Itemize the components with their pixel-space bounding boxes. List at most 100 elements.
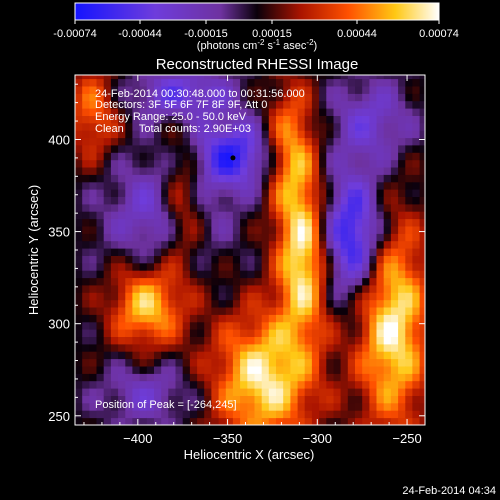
heatmap-cell — [283, 189, 291, 197]
heatmap-cell — [362, 233, 370, 242]
heatmap-cell — [197, 255, 205, 264]
heatmap-cell — [96, 159, 105, 168]
heatmap-cell — [297, 285, 306, 293]
heatmap-cell — [197, 181, 205, 190]
heatmap-cell — [276, 262, 284, 271]
heatmap-cell — [75, 299, 83, 308]
heatmap-cell — [139, 336, 148, 345]
heatmap-cell — [355, 167, 363, 175]
heatmap-cell — [225, 343, 234, 352]
heatmap-cell — [376, 226, 385, 234]
heatmap-cell — [96, 270, 105, 279]
heatmap-cell — [390, 292, 399, 301]
heatmap-cell — [103, 314, 112, 323]
heatmap-cell — [283, 380, 291, 389]
heatmap-cell — [132, 262, 140, 271]
heatmap-cell — [398, 292, 406, 301]
heatmap-cell — [218, 321, 227, 330]
heatmap-cell — [355, 285, 363, 293]
heatmap-cell — [146, 351, 155, 360]
heatmap-cell — [240, 321, 248, 330]
heatmap-cell — [383, 380, 392, 389]
heatmap-cell — [225, 410, 234, 419]
heatmap-cell — [268, 299, 277, 308]
heatmap-cell — [311, 343, 320, 352]
heatmap-cell — [204, 152, 212, 161]
heatmap-cell — [225, 86, 234, 94]
heatmap-cell — [369, 75, 377, 80]
heatmap-cell — [154, 285, 162, 293]
heatmap-cell — [383, 152, 392, 161]
heatmap-cell — [333, 240, 342, 249]
heatmap-cell — [326, 174, 334, 183]
heatmap-cell — [340, 410, 349, 419]
heatmap-cell — [139, 152, 148, 161]
heatmap-cell — [225, 240, 234, 249]
heatmap-cell — [276, 285, 284, 293]
heatmap-cell — [182, 307, 191, 315]
heatmap-cell — [211, 137, 219, 146]
heatmap-cell — [290, 285, 298, 293]
heatmap-cell — [376, 321, 385, 330]
heatmap-cell — [225, 159, 234, 168]
heatmap-cell — [211, 248, 219, 256]
heatmap-cell — [405, 270, 413, 279]
heatmap-cell — [390, 329, 399, 337]
heatmap-cell — [412, 417, 420, 425]
heatmap-cell — [383, 314, 392, 323]
heatmap-cell — [405, 233, 413, 242]
heatmap-cell — [218, 137, 227, 146]
heatmap-cell — [154, 152, 162, 161]
heatmap-cell — [297, 233, 306, 242]
heatmap-cell — [412, 380, 420, 389]
heatmap-cell — [376, 262, 385, 271]
heatmap-cell — [154, 189, 162, 197]
heatmap-cell — [319, 174, 327, 183]
heatmap-cell — [268, 86, 277, 94]
heatmap-cell — [132, 270, 140, 279]
heatmap-cell — [168, 299, 176, 308]
heatmap-cell — [96, 75, 105, 80]
heatmap-cell — [419, 167, 425, 175]
heatmap-cell — [103, 218, 112, 227]
x-tick-label: −300 — [303, 431, 332, 446]
heatmap-cell — [232, 262, 241, 271]
heatmap-cell — [254, 255, 263, 264]
heatmap-cell — [225, 285, 234, 293]
heatmap-cell — [197, 122, 205, 131]
heatmap-cell — [211, 373, 219, 382]
heatmap-cell — [376, 218, 385, 227]
heatmap-cell — [132, 248, 140, 256]
heatmap-cell — [268, 343, 277, 352]
heatmap-cell — [297, 402, 306, 411]
heatmap-cell — [139, 380, 148, 389]
heatmap-cell — [261, 366, 270, 374]
heatmap-cell — [75, 226, 83, 234]
heatmap-cell — [96, 152, 105, 161]
heatmap-cell — [283, 196, 291, 205]
heatmap-cell — [232, 100, 241, 109]
heatmap-cell — [311, 100, 320, 109]
heatmap-cell — [276, 380, 284, 389]
heatmap-cell — [261, 321, 270, 330]
heatmap-cell — [405, 380, 413, 389]
heatmap-cell — [154, 366, 162, 374]
heatmap-cell — [319, 226, 327, 234]
heatmap-cell — [347, 307, 356, 315]
heatmap-cell — [182, 137, 191, 146]
heatmap-cell — [261, 277, 270, 286]
heatmap-cell — [204, 189, 212, 197]
heatmap-cell — [398, 152, 406, 161]
heatmap-cell — [276, 78, 284, 87]
heatmap-cell — [161, 373, 169, 382]
heatmap-cell — [247, 86, 255, 94]
heatmap-cell — [333, 78, 342, 87]
heatmap-cell — [204, 255, 212, 264]
heatmap-cell — [110, 115, 119, 124]
heatmap-cell — [247, 100, 255, 109]
heatmap-cell — [290, 277, 298, 286]
heatmap-cell — [383, 122, 392, 131]
heatmap-cell — [268, 93, 277, 102]
heatmap-cell — [326, 226, 334, 234]
heatmap-cell — [376, 329, 385, 337]
